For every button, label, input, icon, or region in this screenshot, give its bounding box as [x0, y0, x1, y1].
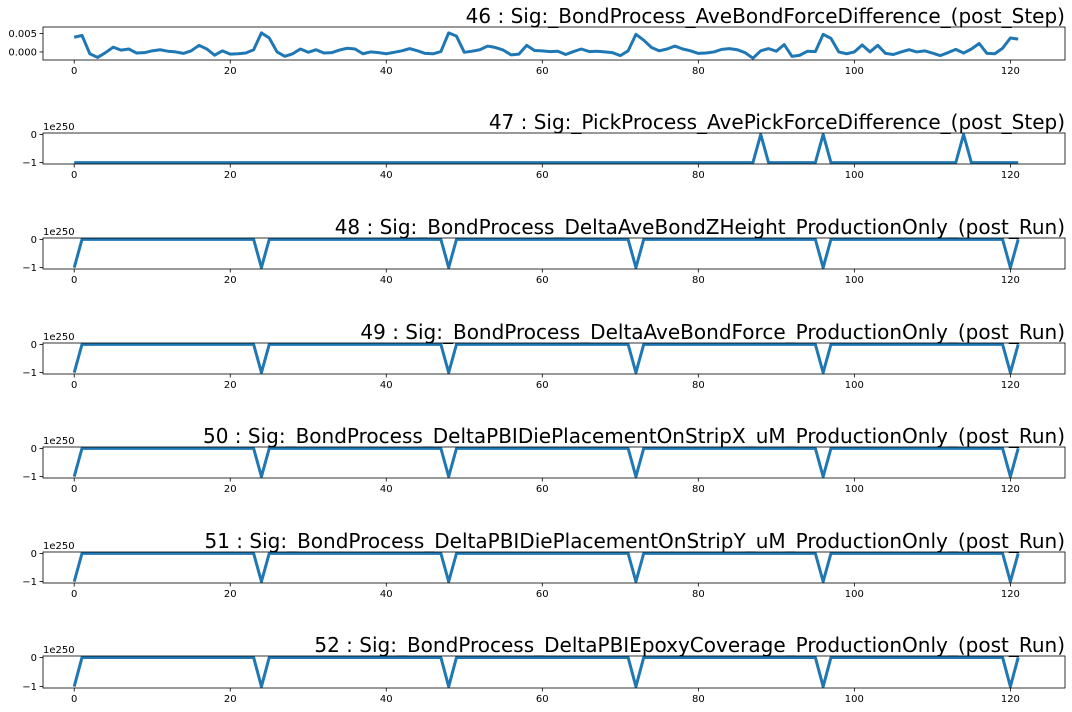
y-tick-label: 0: [31, 340, 37, 351]
x-tick-label: 100: [845, 694, 864, 705]
series-line: [72, 238, 1020, 269]
y-tick-label: 0: [31, 444, 37, 455]
subplot-title: 50 : Sig:_BondProcess_DeltaPBIDiePlaceme…: [203, 424, 1065, 448]
x-tick-label: 80: [692, 66, 705, 77]
subplot-1: 46 : Sig:_BondProcess_AveBondForceDiffer…: [8, 4, 1066, 77]
subplot-title: 47 : Sig:_PickProcess_AvePickForceDiffer…: [489, 110, 1065, 134]
series-line: [72, 656, 1020, 688]
x-tick-label: 40: [380, 484, 393, 495]
x-tick-label: 120: [1001, 380, 1020, 391]
y-tick-label: −1: [22, 577, 37, 588]
x-tick-label: 80: [692, 275, 705, 286]
x-tick-label: 100: [845, 66, 864, 77]
x-tick-label: 20: [224, 275, 237, 286]
x-tick-label: 0: [71, 275, 77, 286]
subplot-title: 48 : Sig:_BondProcess_DeltaAveBondZHeigh…: [335, 215, 1065, 239]
y-offset-label: 1e250: [43, 436, 75, 447]
x-tick-label: 40: [380, 380, 393, 391]
x-tick-label: 40: [380, 694, 393, 705]
y-tick-label: 0.005: [8, 29, 37, 40]
y-tick-label: −1: [22, 472, 37, 483]
series-line: [72, 343, 1020, 374]
subplot-title: 51 : Sig:_BondProcess_DeltaPBIDiePlaceme…: [204, 529, 1065, 553]
series-line: [72, 552, 1020, 583]
x-tick-label: 120: [1001, 66, 1020, 77]
x-tick-label: 60: [536, 170, 549, 181]
x-tick-label: 20: [224, 694, 237, 705]
x-tick-label: 0: [71, 484, 77, 495]
x-tick-label: 120: [1001, 589, 1020, 600]
subplot-title: 46 : Sig:_BondProcess_AveBondForceDiffer…: [466, 4, 1065, 28]
x-tick-label: 20: [224, 170, 237, 181]
x-tick-label: 40: [380, 66, 393, 77]
x-tick-label: 60: [536, 484, 549, 495]
axes-frame: [42, 655, 1066, 689]
x-tick-label: 0: [71, 66, 77, 77]
x-tick-label: 60: [536, 66, 549, 77]
axes-frame: [42, 26, 1066, 61]
y-tick-label: −1: [22, 158, 37, 169]
x-tick-label: 0: [71, 170, 77, 181]
x-tick-label: 0: [71, 694, 77, 705]
axes-frame: [42, 551, 1066, 584]
x-tick-label: 100: [845, 170, 864, 181]
y-tick-label: −1: [22, 682, 37, 693]
y-tick-label: 0: [31, 549, 37, 560]
x-tick-label: 60: [536, 380, 549, 391]
x-tick-label: 100: [845, 589, 864, 600]
y-tick-label: −1: [22, 368, 37, 379]
subplot-6: 51 : Sig:_BondProcess_DeltaPBIDiePlaceme…: [22, 529, 1066, 600]
y-offset-label: 1e250: [43, 122, 75, 133]
y-tick-label: 0: [31, 653, 37, 664]
y-tick-label: −1: [22, 263, 37, 274]
x-tick-label: 80: [692, 170, 705, 181]
x-tick-label: 20: [224, 66, 237, 77]
x-tick-label: 100: [845, 380, 864, 391]
y-offset-label: 1e250: [43, 541, 75, 552]
axes-frame: [42, 446, 1066, 479]
x-tick-label: 40: [380, 170, 393, 181]
axes-frame: [42, 237, 1066, 270]
x-tick-label: 0: [71, 380, 77, 391]
subplot-title: 52 : Sig:_BondProcess_DeltaPBIEpoxyCover…: [314, 633, 1065, 657]
x-tick-label: 80: [692, 484, 705, 495]
y-tick-label: 0: [31, 235, 37, 246]
x-tick-label: 80: [692, 589, 705, 600]
y-offset-label: 1e250: [43, 227, 75, 238]
x-tick-label: 120: [1001, 275, 1020, 286]
x-tick-label: 80: [692, 380, 705, 391]
subplot-2: 47 : Sig:_PickProcess_AvePickForceDiffer…: [22, 110, 1066, 181]
subplot-title: 49 : Sig:_BondProcess_DeltaAveBondForce_…: [360, 320, 1065, 344]
x-tick-label: 60: [536, 694, 549, 705]
x-tick-label: 60: [536, 589, 549, 600]
subplot-4: 49 : Sig:_BondProcess_DeltaAveBondForce_…: [22, 320, 1066, 391]
y-offset-label: 1e250: [43, 645, 75, 656]
axes-frame: [42, 342, 1066, 375]
x-tick-label: 100: [845, 484, 864, 495]
series-line: [72, 447, 1020, 478]
y-tick-label: 0: [31, 130, 37, 141]
y-offset-label: 1e250: [43, 332, 75, 343]
x-tick-label: 40: [380, 275, 393, 286]
subplot-5: 50 : Sig:_BondProcess_DeltaPBIDiePlaceme…: [22, 424, 1066, 495]
y-tick-label: 0.000: [8, 47, 37, 58]
x-tick-label: 100: [845, 275, 864, 286]
x-tick-label: 80: [692, 694, 705, 705]
x-tick-label: 20: [224, 380, 237, 391]
x-tick-label: 20: [224, 484, 237, 495]
series-line: [73, 31, 1019, 60]
subplot-3: 48 : Sig:_BondProcess_DeltaAveBondZHeigh…: [22, 215, 1066, 286]
x-tick-label: 120: [1001, 694, 1020, 705]
series-line: [74, 133, 1019, 164]
x-tick-label: 0: [71, 589, 77, 600]
x-tick-label: 120: [1001, 170, 1020, 181]
axes-frame: [42, 132, 1066, 165]
subplot-7: 52 : Sig:_BondProcess_DeltaPBIEpoxyCover…: [22, 633, 1066, 705]
x-tick-label: 40: [380, 589, 393, 600]
x-tick-label: 60: [536, 275, 549, 286]
x-tick-label: 120: [1001, 484, 1020, 495]
x-tick-label: 20: [224, 589, 237, 600]
